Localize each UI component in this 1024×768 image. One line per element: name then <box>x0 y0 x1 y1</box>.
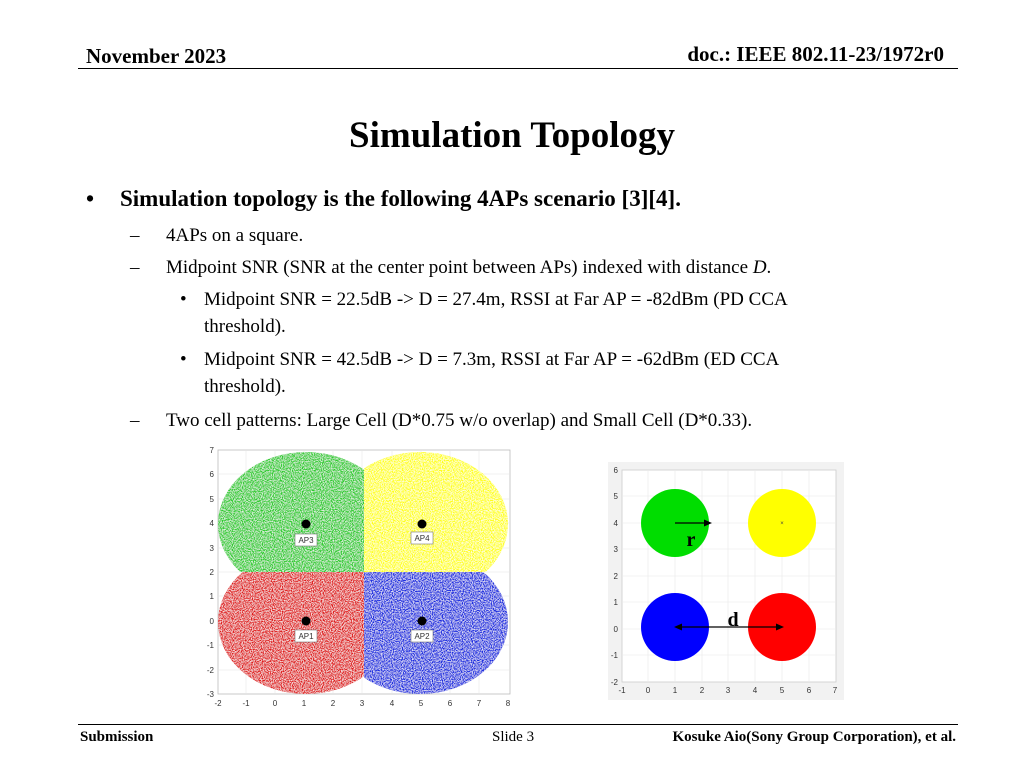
sub-sub-bullet-1-cont: threshold). <box>204 316 286 337</box>
x-tick: 0 <box>646 686 651 695</box>
cell-regions <box>218 452 508 694</box>
footer-slide-number: Slide 3 <box>492 729 535 745</box>
dash-marker: – <box>130 225 140 246</box>
x-tick: 1 <box>302 699 307 708</box>
ap3-label: AP3 <box>298 536 314 545</box>
ap2-label: AP2 <box>414 632 430 641</box>
y-tick: 5 <box>614 492 619 501</box>
y-tick: 4 <box>614 519 619 528</box>
x-tick: 4 <box>390 699 395 708</box>
dash-marker: – <box>130 257 140 278</box>
x-tick: 2 <box>700 686 705 695</box>
small-cell-topology-figure: × r d 6 5 4 3 2 1 0 -1 -2 -1 0 1 2 3 4 5… <box>608 462 844 700</box>
dash-marker: – <box>130 410 140 431</box>
sub-sub-bullet-1-text: Midpoint SNR = 22.5dB -> D = 27.4m, RSSI… <box>204 289 788 310</box>
center-cross-icon: × <box>780 521 784 527</box>
y-tick: 6 <box>210 470 215 479</box>
x-tick: 6 <box>807 686 812 695</box>
x-axis-ticks: -1 0 1 2 3 4 5 6 7 <box>618 686 837 695</box>
sub-bullet-2-text: Midpoint SNR (SNR at the center point be… <box>166 257 753 278</box>
sub-bullet-2-line: Midpoint SNR (SNR at the center point be… <box>166 257 771 279</box>
large-cell-topology-figure: AP3 AP4 AP1 AP2 7 6 5 4 3 2 1 0 -1 -2 -3… <box>207 446 511 708</box>
x-tick: 1 <box>673 686 678 695</box>
sub-bullet-1-text: 4APs on a square. <box>166 225 304 246</box>
x-tick: 2 <box>331 699 336 708</box>
x-tick: 7 <box>833 686 838 695</box>
x-tick: 5 <box>780 686 785 695</box>
x-tick: 4 <box>753 686 758 695</box>
ap1-cell <box>218 572 364 694</box>
y-tick: -2 <box>611 678 619 687</box>
header-doc-id: doc.: IEEE 802.11-23/1972r0 <box>687 42 944 66</box>
main-bullet-text: Simulation topology is the following 4AP… <box>120 186 681 211</box>
distance-arrow <box>674 623 784 631</box>
x-tick: 3 <box>726 686 731 695</box>
footer-submission: Submission <box>80 729 154 745</box>
y-tick: -1 <box>611 651 619 660</box>
dot-marker: • <box>180 349 187 370</box>
sub-bullet-2-period: . <box>766 257 772 278</box>
y-tick: 0 <box>614 625 619 634</box>
ap3-dot <box>301 519 311 529</box>
ap4-dot <box>417 519 427 529</box>
distance-label: d <box>727 609 738 631</box>
y-tick: 3 <box>210 544 215 553</box>
ap4-cell <box>364 452 508 572</box>
sub-sub-bullet-2-text: Midpoint SNR = 42.5dB -> D = 7.3m, RSSI … <box>204 349 780 370</box>
y-tick: 3 <box>614 545 619 554</box>
footer-author: Kosuke Aio(Sony Group Corporation), et a… <box>672 729 957 745</box>
x-tick: -1 <box>618 686 626 695</box>
x-tick: 8 <box>506 699 511 708</box>
sub-sub-bullet-2-cont: threshold). <box>204 376 286 397</box>
yellow-small-cell <box>748 489 816 557</box>
y-tick: 0 <box>210 617 215 626</box>
ap-markers <box>301 519 427 626</box>
header-date: November 2023 <box>86 44 227 68</box>
y-tick: 5 <box>210 495 215 504</box>
ap4-label: AP4 <box>414 534 430 543</box>
y-axis-ticks: 6 5 4 3 2 1 0 -1 -2 <box>611 466 619 687</box>
y-tick: 7 <box>210 446 215 455</box>
y-axis-ticks: 7 6 5 4 3 2 1 0 -1 -2 -3 <box>207 446 215 699</box>
ap3-cell <box>218 452 364 572</box>
ap2-cell <box>364 572 508 694</box>
slide-title: Simulation Topology <box>349 115 675 156</box>
header-divider <box>78 68 958 69</box>
x-axis-ticks: -2 -1 0 1 2 3 4 5 6 7 8 <box>214 699 510 708</box>
x-tick: 5 <box>419 699 424 708</box>
y-tick: 2 <box>614 572 619 581</box>
sub-bullet-3-text: Two cell patterns: Large Cell (D*0.75 w/… <box>166 410 753 431</box>
footer-divider <box>78 724 958 725</box>
x-tick: 0 <box>273 699 278 708</box>
y-tick: -3 <box>207 690 215 699</box>
y-tick: 4 <box>210 519 215 528</box>
y-tick: -1 <box>207 641 215 650</box>
x-tick: 6 <box>448 699 453 708</box>
radius-label: r <box>687 529 696 551</box>
ap2-dot <box>417 616 427 626</box>
radius-arrow <box>675 519 712 527</box>
y-tick: 1 <box>210 592 215 601</box>
ap-labels: AP3 AP4 AP1 AP2 <box>294 531 434 643</box>
y-tick: 6 <box>614 466 619 475</box>
ap1-dot <box>301 616 311 626</box>
ap1-label: AP1 <box>298 632 314 641</box>
y-tick: 2 <box>210 568 215 577</box>
y-tick: -2 <box>207 666 215 675</box>
dot-marker: • <box>180 289 187 310</box>
distance-symbol: D <box>752 257 767 278</box>
x-tick: 3 <box>360 699 365 708</box>
bullet-marker: • <box>86 186 95 211</box>
x-tick: -1 <box>242 699 250 708</box>
y-tick: 1 <box>614 598 619 607</box>
x-tick: 7 <box>477 699 482 708</box>
x-tick: -2 <box>214 699 222 708</box>
